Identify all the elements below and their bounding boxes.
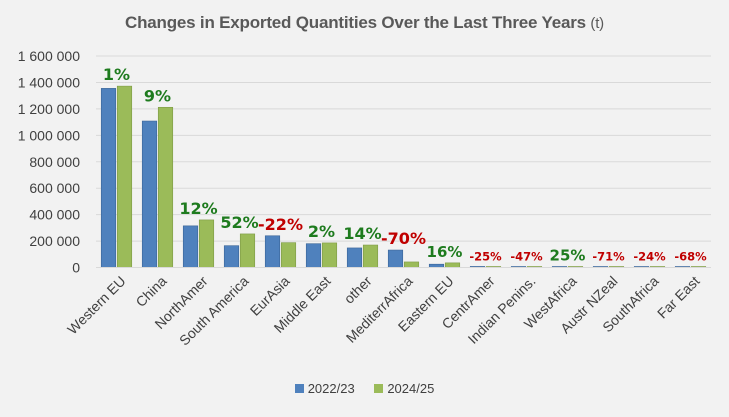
y-tick-label: 400 000	[29, 207, 80, 223]
y-tick-label: 600 000	[29, 180, 80, 196]
y-tick-label: 1 600 000	[18, 48, 80, 64]
y-tick-label: 0	[72, 260, 80, 276]
x-tick-label: Far East	[654, 273, 703, 322]
legend-label-2024-25: 2024/25	[387, 381, 435, 396]
chart-title-text: Changes in Exported Quantities Over the …	[125, 13, 586, 32]
data-label: 16%	[427, 243, 463, 261]
y-axis-ticks: 0 200 000 400 000 600 000 800 000 1 000 000 1 …	[18, 48, 81, 276]
chart-title: Changes in Exported Quantities Over the …	[0, 13, 729, 33]
x-tick-label: other	[341, 273, 375, 307]
bar-2024-25	[280, 242, 297, 268]
bar-2024-25	[444, 262, 461, 268]
y-tick-label: 1 000 000	[18, 127, 80, 143]
y-tick-label: 800 000	[29, 154, 80, 170]
bar-2022-23	[223, 245, 240, 268]
bar-2024-25	[239, 233, 256, 268]
data-labels: 1% 9% 12%52% -22% 2% 14% -70%16% -25% -47% 25% -71…	[103, 65, 707, 264]
data-label: 12%	[179, 199, 217, 218]
bar-2022-23	[141, 120, 158, 268]
data-label: -71%	[592, 250, 625, 264]
legend-item-2024-25: 2024/25	[374, 381, 434, 396]
bar-2022-23	[346, 247, 363, 268]
y-tick-label: 1 400 000	[18, 74, 80, 90]
chart-title-unit: (t)	[590, 15, 604, 32]
bar-2024-25	[321, 242, 338, 268]
legend-item-2022-23: 2022/23	[294, 381, 355, 396]
x-tick-label: Western EU	[64, 273, 129, 338]
bar-2024-25	[403, 261, 420, 268]
data-label: 2%	[308, 222, 335, 241]
bar-2024-25	[157, 106, 174, 268]
data-label: -68%	[674, 250, 707, 264]
y-tick-label: 1 200 000	[18, 101, 80, 117]
legend-swatch-2022-23	[294, 384, 304, 393]
gridlines	[96, 55, 711, 242]
data-label: 9%	[144, 86, 171, 105]
data-label: 25%	[550, 247, 586, 265]
legend-swatch-2024-25	[374, 384, 384, 393]
bar-2022-23	[305, 243, 322, 268]
data-label: -24%	[633, 250, 666, 264]
x-tick-label: China	[132, 273, 169, 310]
data-label: -47%	[510, 250, 543, 264]
bar-2022-23	[182, 225, 199, 268]
bar-2024-25	[362, 244, 379, 268]
bar-2022-23	[100, 88, 117, 268]
bar-2022-23	[264, 235, 281, 268]
data-label: 52%	[220, 213, 258, 232]
bar-2024-25	[198, 219, 215, 268]
bar-2024-25	[116, 85, 133, 268]
bar-2022-23	[387, 249, 404, 268]
data-label: -70%	[381, 229, 426, 248]
legend-label-2022-23: 2022/23	[307, 381, 355, 396]
data-label: -22%	[258, 215, 303, 234]
data-label: -25%	[469, 249, 502, 263]
data-label: 1%	[103, 65, 130, 84]
bars	[100, 85, 707, 268]
data-label: 14%	[343, 224, 381, 243]
y-tick-label: 200 000	[29, 233, 80, 249]
legend: 2022/23 2024/25	[0, 381, 729, 396]
